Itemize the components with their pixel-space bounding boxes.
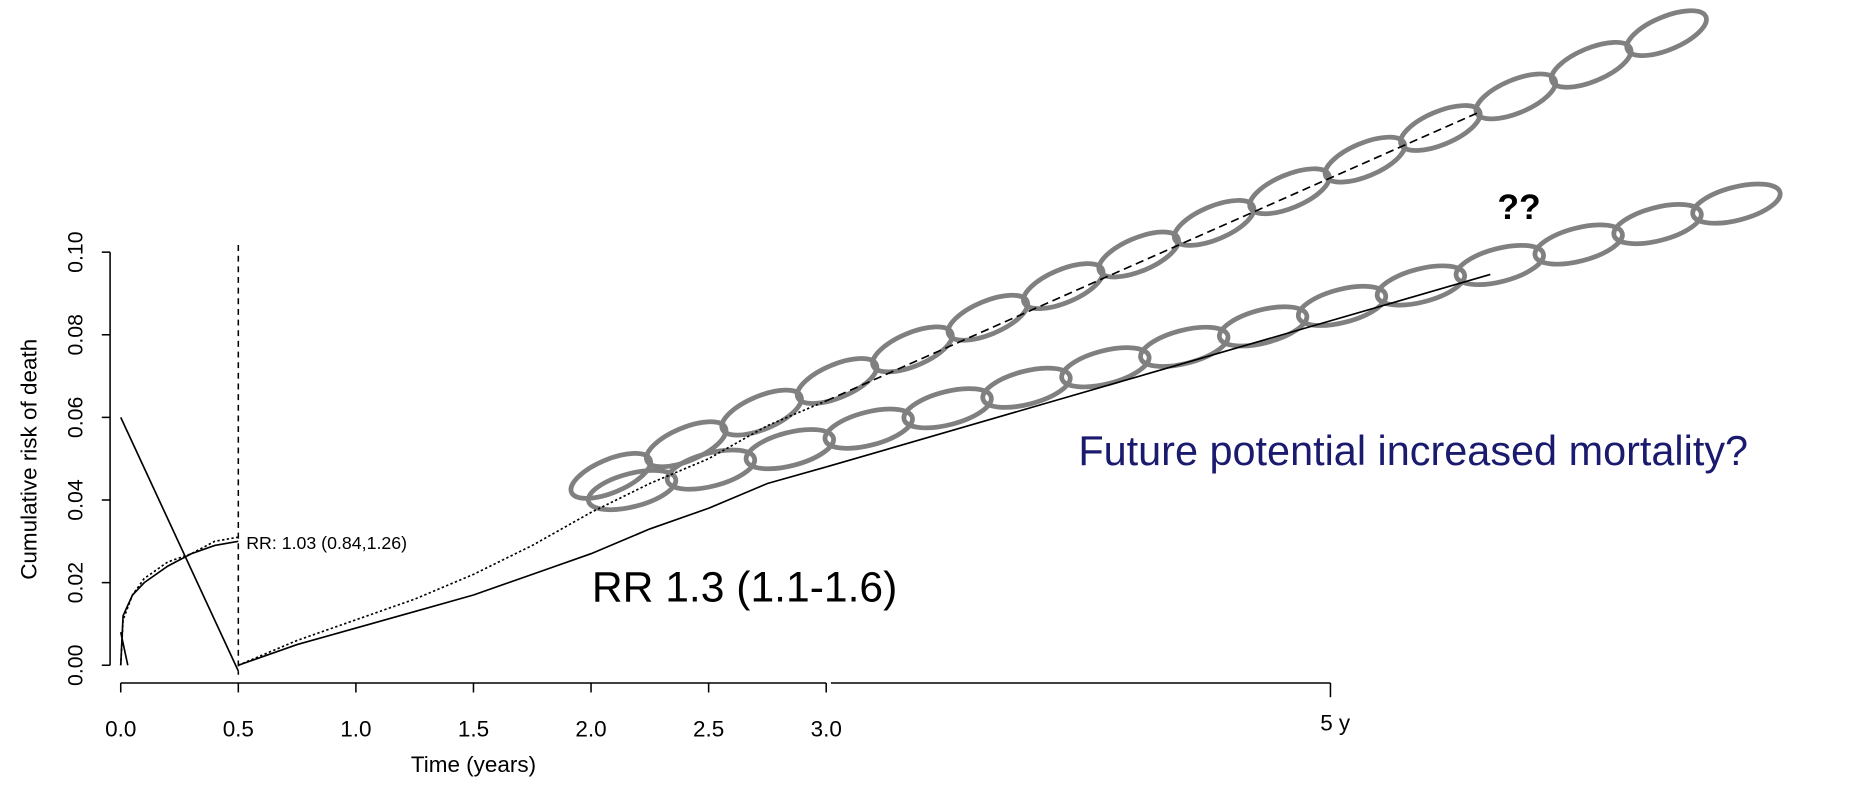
chain-link bbox=[664, 447, 758, 492]
series-line bbox=[825, 273, 1491, 468]
series-line bbox=[238, 466, 827, 667]
y-axis-label: Cumulative risk of death bbox=[17, 339, 42, 580]
chain-link bbox=[1624, 8, 1709, 59]
x-tick-label: 1.0 bbox=[340, 716, 371, 741]
chain-link bbox=[1398, 103, 1483, 153]
y-tick-label: 0.02 bbox=[64, 562, 88, 603]
y-tick-label: 0.00 bbox=[64, 644, 88, 686]
chain-link bbox=[1096, 229, 1181, 280]
chain-decoration bbox=[568, 8, 1783, 513]
chain-link bbox=[568, 451, 653, 501]
chain-link bbox=[1690, 181, 1783, 226]
chain-link bbox=[901, 386, 994, 431]
y-tick-label: 0.10 bbox=[64, 231, 88, 273]
chain-link bbox=[1059, 345, 1152, 390]
chain-link bbox=[945, 292, 1031, 343]
chain-link bbox=[1247, 166, 1332, 217]
chain-link bbox=[719, 387, 804, 438]
chain-link bbox=[822, 406, 915, 451]
series-line bbox=[119, 540, 239, 666]
chain-link bbox=[1549, 39, 1634, 90]
chain-link bbox=[1021, 261, 1106, 311]
y-tick-label: 0.06 bbox=[64, 397, 88, 438]
chain-link bbox=[1532, 222, 1625, 267]
landmark-annotation: RR: 1.03 (0.84,1.26) bbox=[246, 533, 407, 553]
chain-link bbox=[585, 468, 679, 513]
series-line bbox=[825, 110, 1481, 402]
x-tick-label: 0.5 bbox=[223, 716, 254, 741]
series-line bbox=[119, 536, 239, 666]
chain-link bbox=[1295, 283, 1389, 328]
future-annotation: Future potential increased mortality? bbox=[1078, 428, 1748, 474]
y-tick-label: 0.08 bbox=[64, 314, 88, 355]
chain-link bbox=[1171, 198, 1257, 248]
x-tick-label: 2.0 bbox=[575, 716, 606, 741]
question-annotation: ?? bbox=[1497, 187, 1540, 227]
chain-link bbox=[1473, 71, 1558, 122]
y-tick-label: 0.04 bbox=[64, 479, 88, 521]
chain-link bbox=[980, 365, 1073, 410]
series-line bbox=[119, 632, 129, 666]
chain-link bbox=[1611, 202, 1704, 247]
series-line bbox=[119, 417, 240, 672]
chain-link bbox=[794, 356, 880, 406]
rr-annotation: RR 1.3 (1.1-1.6) bbox=[592, 563, 898, 611]
x-axis-label: Time (years) bbox=[411, 752, 536, 777]
x-tick-label: 0.0 bbox=[105, 716, 136, 741]
chain-link bbox=[644, 419, 729, 470]
x-tick-label: 5 y bbox=[1320, 710, 1351, 735]
chain-link bbox=[870, 324, 955, 375]
chain-link bbox=[1453, 243, 1546, 287]
x-tick-label: 3.0 bbox=[811, 716, 842, 741]
chain-link bbox=[1322, 134, 1408, 185]
x-tick-label: 2.5 bbox=[693, 716, 724, 741]
chain-link bbox=[1374, 263, 1468, 308]
series-line bbox=[237, 400, 827, 667]
chain-link bbox=[743, 427, 836, 472]
x-tick-label: 1.5 bbox=[458, 716, 489, 741]
chain-link bbox=[1138, 324, 1231, 369]
chain-link bbox=[1217, 304, 1310, 349]
